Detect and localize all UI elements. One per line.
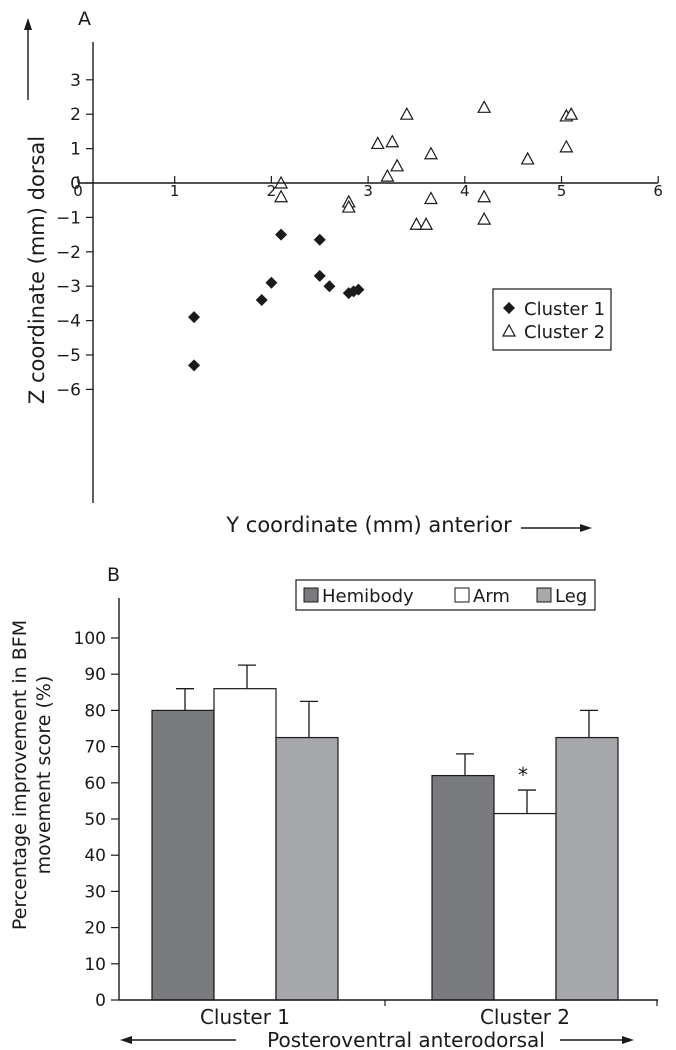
y-tick-label: 40 bbox=[84, 846, 106, 866]
y-tick-label: 90 bbox=[84, 665, 106, 685]
cluster-2-point bbox=[423, 191, 438, 205]
cluster-1-point bbox=[265, 276, 278, 289]
panel-b-legend-label-hemibody: Hemibody bbox=[322, 586, 414, 607]
bar-leg bbox=[555, 736, 619, 1001]
bar-hemibody bbox=[431, 774, 495, 1001]
x-tick-label: 0 bbox=[73, 182, 83, 200]
cluster-2-point bbox=[380, 168, 395, 182]
right-arrow-icon bbox=[521, 524, 592, 532]
panel-b-y-axis-title-line-2: movement score (%) bbox=[33, 676, 55, 875]
cluster-1-point bbox=[188, 359, 201, 372]
panel-b-legend-label-leg: Leg bbox=[555, 586, 587, 607]
bar-leg bbox=[275, 736, 339, 1001]
y-tick-label: 0 bbox=[95, 991, 106, 1011]
cluster-2-point bbox=[477, 211, 492, 225]
x-tick-label: 6 bbox=[653, 182, 663, 200]
cluster-2-point bbox=[274, 189, 289, 203]
cluster-2-point bbox=[390, 158, 405, 172]
panel-a-legend-box bbox=[492, 288, 612, 351]
panel-a-legend-label-cluster-1: Cluster 1 bbox=[524, 299, 605, 320]
panel-a-ticks: 0 1 2 3 4 5 6 3 2 1 0 −1 −2 −3 −4 −5 −6 bbox=[56, 71, 663, 401]
y-tick-label: 50 bbox=[84, 810, 106, 830]
bar-arm bbox=[213, 688, 277, 1001]
x-tick-label: 5 bbox=[557, 182, 567, 200]
x-tick-label: 1 bbox=[170, 182, 180, 200]
cluster-1-point bbox=[313, 269, 326, 282]
significance-asterisk: * bbox=[518, 763, 528, 787]
category-label: Cluster 2 bbox=[480, 1005, 570, 1029]
bar-hemibody bbox=[151, 709, 215, 1001]
y-tick-label: 3 bbox=[70, 71, 81, 91]
cluster-2-point bbox=[520, 151, 535, 165]
y-tick-label: 2 bbox=[70, 105, 81, 125]
cluster-1-point bbox=[323, 280, 336, 293]
panel-b-bars: * bbox=[151, 664, 619, 1001]
panel-b-ticks: 0 10 20 30 40 50 60 70 80 90 100 bbox=[74, 629, 119, 1011]
y-tick-label: 20 bbox=[84, 919, 106, 939]
y-tick-label: 80 bbox=[84, 701, 106, 721]
panel-b-label: B bbox=[107, 564, 120, 586]
y-tick-label: 70 bbox=[84, 738, 106, 758]
y-tick-label: 1 bbox=[70, 140, 81, 160]
y-tick-label: 10 bbox=[84, 955, 106, 975]
panel-b-y-axis-title-line-1: Percentage improvement in BFM bbox=[9, 620, 31, 930]
up-arrow-icon bbox=[24, 18, 32, 100]
cluster-2-point bbox=[423, 146, 438, 160]
cluster-2-point bbox=[564, 106, 579, 120]
cluster-1-point bbox=[313, 233, 326, 246]
panel-b-legend-label-arm: Arm bbox=[473, 586, 510, 607]
cluster-2-point bbox=[409, 217, 424, 230]
cluster-2-point bbox=[477, 189, 492, 203]
cluster-1-point bbox=[255, 293, 268, 306]
y-tick-label: 30 bbox=[84, 882, 106, 902]
y-tick-label: −6 bbox=[56, 380, 81, 400]
cluster-2-point bbox=[341, 199, 356, 213]
cluster-2-point bbox=[419, 217, 434, 230]
y-tick-label: −1 bbox=[56, 208, 81, 228]
panel-a-y-axis-title: Z coordinate (mm) dorsal bbox=[25, 136, 49, 404]
arm-swatch-icon bbox=[454, 587, 470, 603]
y-tick-label: −5 bbox=[56, 346, 81, 366]
y-tick-label: 0 bbox=[70, 174, 81, 194]
panel-b: B Hemibody Arm Leg Percentage improvemen… bbox=[9, 564, 658, 1050]
cluster-1-point bbox=[352, 283, 365, 296]
panel-a-data-points bbox=[188, 100, 579, 372]
x-tick-label: 2 bbox=[267, 182, 277, 200]
panel-a-legend-label-cluster-2: Cluster 2 bbox=[524, 322, 605, 343]
cluster-1-point bbox=[188, 311, 201, 324]
y-tick-label: 100 bbox=[74, 629, 106, 649]
panel-a: A Z coordinate (mm) dorsal 0 1 2 3 4 5 6 3 2 1 0 −1… bbox=[24, 8, 663, 537]
cluster-2-point bbox=[385, 134, 400, 148]
diamond-icon bbox=[503, 302, 515, 314]
cluster-1-point bbox=[275, 228, 288, 241]
panel-a-label: A bbox=[78, 8, 91, 30]
hemibody-swatch-icon bbox=[303, 587, 319, 603]
y-tick-label: −3 bbox=[56, 277, 81, 297]
leg-swatch-icon bbox=[536, 587, 552, 603]
x-tick-label: 3 bbox=[363, 182, 373, 200]
y-tick-label: 60 bbox=[84, 774, 106, 794]
cluster-2-point bbox=[399, 106, 414, 120]
cluster-2-point bbox=[370, 136, 385, 150]
y-tick-label: −2 bbox=[56, 243, 81, 263]
right-arrow-icon bbox=[560, 1036, 634, 1044]
panel-b-legend: Hemibody Arm Leg bbox=[295, 579, 596, 611]
open-triangle-icon bbox=[501, 323, 517, 337]
cluster-2-point bbox=[477, 100, 492, 113]
y-tick-label: −4 bbox=[56, 312, 81, 332]
cluster-2-point bbox=[559, 139, 574, 153]
left-arrow-icon bbox=[120, 1036, 236, 1044]
x-tick-label: 4 bbox=[460, 182, 470, 200]
panel-b-category-labels: Cluster 1 Cluster 2 bbox=[200, 1005, 570, 1029]
bar-arm bbox=[493, 812, 557, 1001]
category-label: Cluster 1 bbox=[200, 1005, 290, 1029]
panel-b-bottom-caption: Posteroventral anterodorsal bbox=[267, 1028, 545, 1050]
panel-a-legend: Cluster 1 Cluster 2 bbox=[492, 288, 612, 351]
panel-a-x-axis-title: Y coordinate (mm) anterior bbox=[225, 513, 512, 537]
